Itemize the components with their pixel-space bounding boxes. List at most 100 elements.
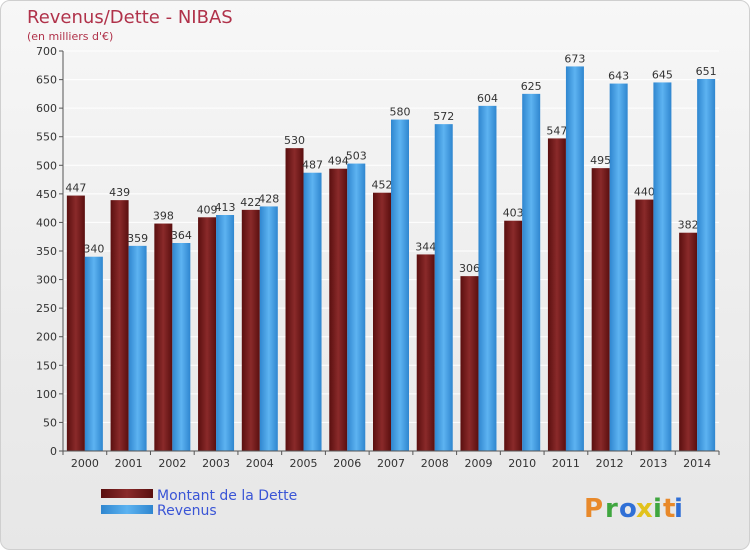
value-label-revenue-2014: 651 — [696, 65, 717, 78]
value-label-debt-2013: 440 — [634, 186, 655, 199]
y-tick-label: 300 — [36, 274, 57, 287]
value-label-revenue-2003: 413 — [215, 201, 236, 214]
y-tick-label: 650 — [36, 74, 57, 87]
legend-label-revenue: Revenus — [157, 503, 217, 519]
bar-revenue-2008 — [434, 124, 453, 452]
bar-debt-2009 — [460, 276, 479, 451]
value-label-debt-2002: 398 — [153, 210, 174, 223]
value-label-revenue-2012: 643 — [608, 70, 629, 83]
value-label-debt-2011: 547 — [546, 124, 567, 137]
value-label-debt-2010: 403 — [503, 207, 524, 220]
value-label-debt-2004: 422 — [240, 196, 261, 209]
bar-debt-2011 — [547, 138, 566, 451]
bar-revenue-2002 — [172, 243, 191, 451]
x-tick-label-2004: 2004 — [246, 457, 274, 470]
value-label-debt-2012: 495 — [590, 154, 611, 167]
y-tick-label: 250 — [36, 302, 57, 315]
logo-letter: i — [653, 494, 662, 524]
y-tick-label: 600 — [36, 102, 57, 115]
value-label-debt-2006: 494 — [328, 155, 349, 168]
legend: Montant de la Dette Revenus — [101, 488, 297, 519]
value-label-revenue-2004: 428 — [258, 192, 279, 205]
x-tick-label-2001: 2001 — [115, 457, 143, 470]
bar-debt-2001 — [110, 200, 129, 451]
bar-revenue-2007 — [391, 119, 409, 452]
x-tick-label-2003: 2003 — [202, 457, 230, 470]
value-label-revenue-2008: 572 — [433, 110, 454, 123]
bar-debt-2010 — [504, 220, 523, 451]
x-tick-label-2005: 2005 — [290, 457, 318, 470]
bar-revenue-2014 — [697, 79, 716, 451]
value-label-revenue-2007: 580 — [390, 106, 411, 119]
value-label-revenue-2013: 645 — [652, 68, 673, 81]
bar-debt-2003 — [198, 217, 217, 451]
logo-letter: r — [605, 494, 618, 524]
y-tick-label: 200 — [36, 331, 57, 344]
x-tick-label-2007: 2007 — [377, 457, 405, 470]
y-tick-label: 150 — [36, 359, 57, 372]
x-tick-label-2014: 2014 — [683, 457, 711, 470]
value-label-revenue-2011: 673 — [564, 52, 585, 65]
bar-revenue-2011 — [565, 66, 584, 451]
bar-debt-2000 — [66, 195, 85, 451]
bar-debt-2007 — [373, 192, 391, 451]
value-label-revenue-2009: 604 — [477, 92, 498, 105]
legend-swatch-debt — [101, 489, 153, 498]
bar-revenue-2004 — [259, 206, 278, 451]
logo-letter: o — [619, 494, 637, 524]
legend-label-debt: Montant de la Dette — [157, 488, 297, 504]
bar-revenue-2009 — [478, 105, 497, 451]
value-label-debt-2000: 447 — [65, 182, 86, 195]
value-label-revenue-2006: 503 — [346, 150, 367, 163]
value-label-debt-2005: 530 — [284, 134, 305, 147]
value-label-revenue-2005: 487 — [302, 159, 323, 172]
x-tick-label-2002: 2002 — [158, 457, 186, 470]
bar-revenue-2010 — [522, 93, 541, 451]
bar-revenue-2003 — [216, 215, 235, 451]
value-label-debt-2001: 439 — [109, 186, 130, 199]
y-tick-label: 550 — [36, 131, 57, 144]
bar-debt-2014 — [679, 232, 698, 451]
value-label-debt-2008: 344 — [415, 240, 436, 253]
value-label-revenue-2002: 364 — [171, 229, 192, 242]
x-tick-label-2013: 2013 — [639, 457, 667, 470]
bar-debt-2004 — [241, 209, 260, 451]
bar-debt-2002 — [154, 223, 173, 451]
y-tick-label: 700 — [36, 45, 57, 58]
y-tick-label: 100 — [36, 388, 57, 401]
y-tick-label: 450 — [36, 188, 57, 201]
bar-debt-2012 — [591, 168, 610, 451]
bar-debt-2008 — [416, 254, 435, 451]
bar-debt-2013 — [635, 199, 654, 451]
value-label-revenue-2001: 359 — [127, 232, 148, 245]
x-tick-label-2008: 2008 — [421, 457, 449, 470]
logo-letter: i — [674, 494, 683, 524]
legend-swatch-revenue — [101, 505, 153, 514]
value-label-debt-2007: 452 — [372, 179, 393, 192]
y-tick-label: 50 — [43, 416, 57, 429]
value-label-revenue-2000: 340 — [83, 243, 104, 256]
bar-debt-2005 — [285, 148, 304, 451]
x-tick-label-2006: 2006 — [333, 457, 361, 470]
bar-revenue-2006 — [347, 163, 366, 452]
x-tick-label-2009: 2009 — [464, 457, 492, 470]
value-label-debt-2003: 409 — [197, 203, 218, 216]
y-tick-label: 500 — [36, 159, 57, 172]
logo-letter: P — [584, 494, 603, 524]
y-tick-label: 350 — [36, 245, 57, 258]
logo-letter: x — [636, 494, 653, 524]
y-axis: 0 50 100 150 200 250 300 350 400 450 500 550 600 650 7… — [36, 45, 64, 458]
y-tick-label: 400 — [36, 216, 57, 229]
bar-revenue-2005 — [303, 172, 322, 451]
value-label-debt-2009: 306 — [459, 262, 480, 275]
bar-revenue-2000 — [84, 256, 103, 451]
bar-debt-2006 — [329, 168, 348, 451]
x-tick-label-2011: 2011 — [552, 457, 580, 470]
value-label-revenue-2010: 625 — [521, 80, 542, 93]
chart-subtitle: (en milliers d'€) — [27, 30, 113, 43]
bar-revenue-2013 — [653, 82, 672, 451]
bar-revenue-2001 — [128, 245, 147, 451]
